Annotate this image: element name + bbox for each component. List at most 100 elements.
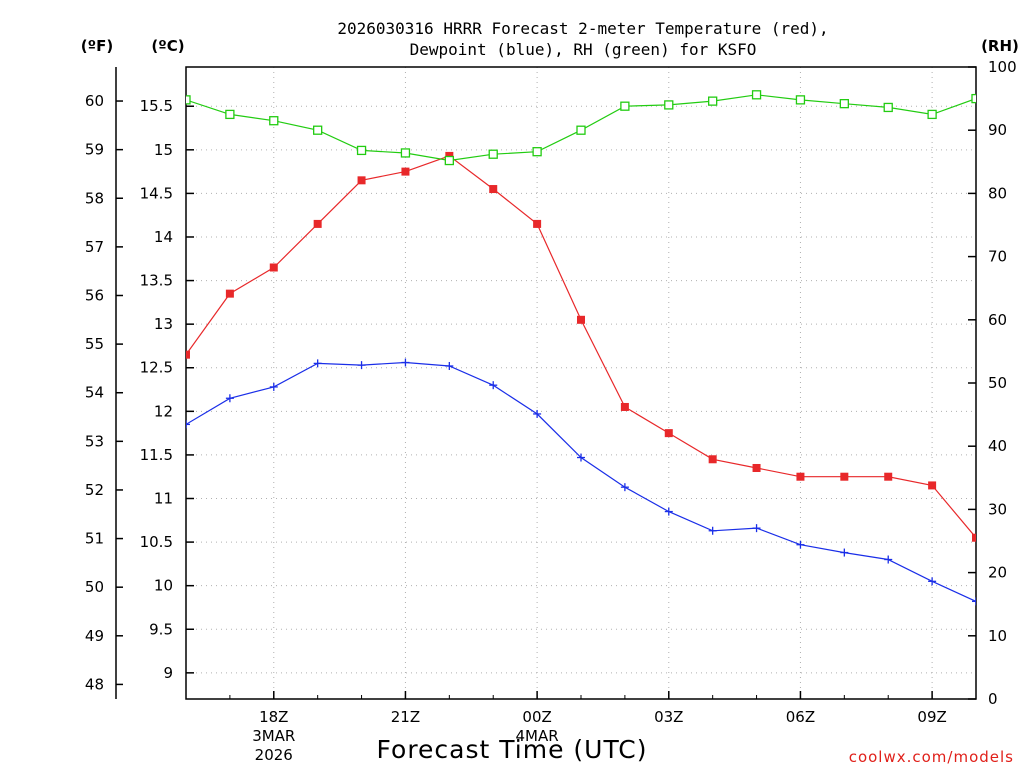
rh-point: [576, 125, 586, 135]
celsius-tick-label: 14.5: [140, 184, 173, 202]
dewpoint-point: [928, 577, 937, 586]
fahrenheit-tick-label: 55: [85, 335, 104, 353]
rh-tick-label: 100: [988, 58, 1017, 76]
plot-frame: [185, 66, 977, 700]
rh-point: [444, 155, 454, 166]
rh-tick-label: 70: [988, 248, 1007, 266]
dewpoint-point: [752, 524, 761, 533]
temperature-point: [225, 289, 234, 298]
celsius-tick-label: 11.5: [140, 446, 173, 464]
celsius-tick-label: 9.5: [149, 620, 173, 638]
dewpoint-point: [186, 420, 190, 429]
rh-tick-label: 90: [988, 121, 1007, 139]
grid-lines: [186, 67, 976, 699]
fahrenheit-tick-label: 56: [85, 286, 104, 304]
celsius-tick-label: 12: [154, 402, 173, 420]
temperature-point: [708, 455, 717, 464]
dewpoint-point: [620, 483, 629, 492]
temperature-point: [313, 219, 322, 228]
temperature-point: [928, 481, 937, 490]
dewpoint-point: [884, 555, 893, 564]
rh-unit-label: (RH): [981, 37, 1019, 55]
temperature-point: [884, 472, 893, 481]
rh-point: [839, 99, 849, 109]
temperature-point: [972, 533, 976, 542]
rh-point: [225, 109, 235, 120]
x-tick-label: 09Z: [917, 708, 946, 726]
chart-title-line1: 2026030316 HRRR Forecast 2-meter Tempera…: [337, 19, 828, 38]
celsius-tick-label: 15.5: [140, 97, 173, 115]
dewpoint-point: [269, 382, 278, 391]
x-tick-label: 00Z: [522, 708, 551, 726]
temperature-point: [752, 463, 761, 472]
dewpoint-point: [533, 409, 542, 418]
x-tick-label: 18Z: [259, 708, 288, 726]
celsius-tick-label: 13: [154, 315, 173, 333]
dewpoint-line: [186, 361, 976, 602]
dewpoint-point: [577, 453, 585, 462]
temperature-point: [489, 185, 498, 194]
celsius-tick-label: 12.5: [140, 359, 173, 377]
celsius-tick-label: 13.5: [140, 272, 173, 290]
rh-point: [971, 93, 976, 104]
rh-point: [795, 95, 806, 105]
temperature-point: [533, 219, 542, 228]
x-tick-date: 3MAR: [252, 727, 295, 745]
data-series: [186, 90, 976, 606]
fahrenheit-tick-label: 49: [85, 627, 104, 645]
celsius-tick-label: 9: [163, 664, 173, 682]
fahrenheit-tick-label: 52: [85, 481, 104, 499]
rh-point: [751, 90, 762, 100]
fahrenheit-tick-label: 53: [85, 432, 104, 450]
rh-point: [313, 125, 323, 135]
temperature-point: [401, 167, 410, 176]
fahrenheit-unit-label: (ºF): [81, 37, 113, 55]
dewpoint-point: [796, 540, 805, 549]
rh-tick-label: 0: [988, 690, 998, 708]
x-tick-label: 06Z: [786, 708, 815, 726]
dewpoint-point: [489, 381, 498, 390]
temperature-point: [577, 315, 585, 324]
credit-watermark: coolwx.com/models: [849, 748, 1014, 766]
rh-point: [269, 116, 279, 126]
rh-point: [356, 145, 367, 156]
fahrenheit-tick-label: 60: [85, 92, 104, 110]
dewpoint-point: [225, 394, 234, 403]
dewpoint-point: [357, 361, 366, 370]
rh-tick-label: 10: [988, 627, 1007, 645]
chart-title-line2: Dewpoint (blue), RH (green) for KSFO: [410, 40, 757, 59]
fahrenheit-tick-label: 51: [85, 530, 104, 548]
dewpoint-point: [313, 359, 322, 368]
dewpoint-point: [401, 358, 410, 367]
rh-point: [708, 96, 718, 106]
rh-point: [400, 148, 411, 158]
x-tick-label: 03Z: [654, 708, 683, 726]
rh-tick-label: 40: [988, 437, 1007, 455]
fahrenheit-tick-label: 59: [85, 141, 104, 159]
fahrenheit-tick-label: 54: [85, 384, 104, 402]
rh-tick-label: 50: [988, 374, 1007, 392]
rh-point: [532, 147, 542, 157]
rh-point: [488, 149, 498, 159]
rh-point: [664, 100, 674, 110]
dewpoint-point: [445, 362, 454, 371]
dewpoint-point: [840, 548, 849, 557]
dewpoint-point: [664, 507, 673, 516]
temperature-point: [664, 429, 673, 438]
celsius-tick-label: 11: [154, 490, 173, 508]
rh-tick-label: 20: [988, 564, 1007, 582]
dewpoint-point: [708, 526, 717, 535]
rh-tick-label: 80: [988, 184, 1007, 202]
celsius-tick-label: 10: [154, 577, 173, 595]
rh-tick-label: 60: [988, 311, 1007, 329]
x-tick-label: 21Z: [391, 708, 420, 726]
rh-point: [620, 101, 630, 111]
rh-tick-label: 30: [988, 500, 1007, 518]
temperature-point: [840, 472, 849, 481]
x-axis-title: Forecast Time (UTC): [377, 735, 648, 764]
temperature-point: [269, 263, 278, 272]
temperature-line: [186, 155, 976, 539]
fahrenheit-tick-label: 48: [85, 675, 104, 693]
celsius-tick-label: 10.5: [140, 533, 173, 551]
rh-point: [883, 102, 893, 113]
